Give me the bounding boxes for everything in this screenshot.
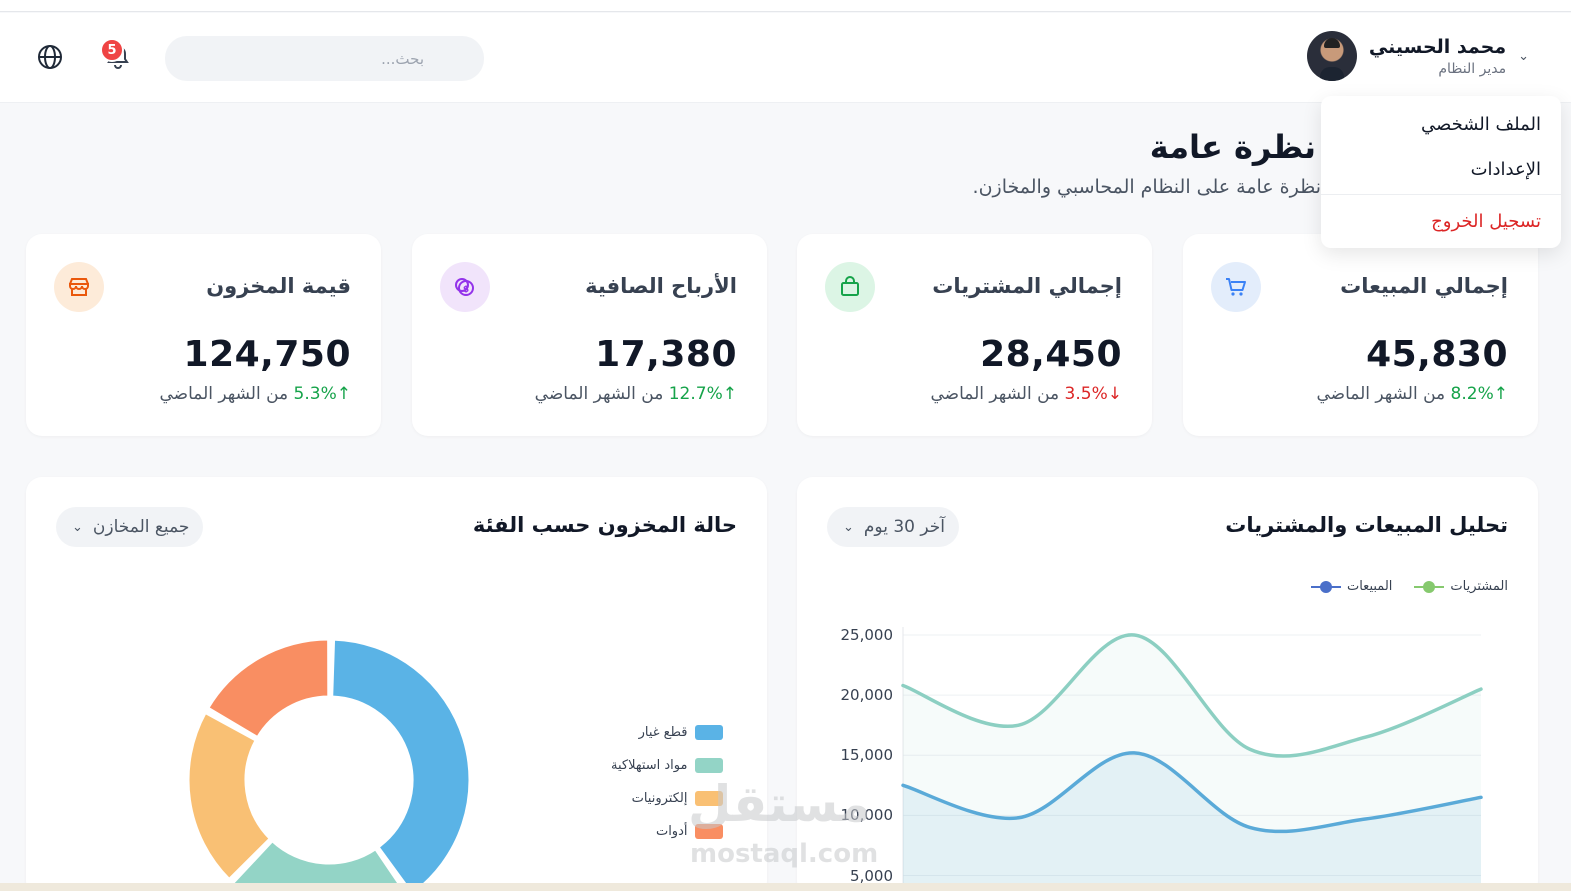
y-tick-label: 5,000 [850, 866, 893, 885]
series-area-purchases [903, 634, 1481, 891]
series-area-sales [903, 752, 1481, 891]
series-line-sales[interactable] [901, 751, 1483, 834]
line-chart-legend: المشتريات المبيعات [1310, 579, 1508, 594]
legend-label: أدوات [655, 824, 688, 839]
chevron-down-icon[interactable]: ⌄ [1518, 48, 1529, 64]
legend-marker [1310, 580, 1341, 593]
period-select-label: آخر 30 يوم [863, 517, 946, 537]
menu-item-settings[interactable]: الإعدادات [1470, 159, 1541, 180]
inventory-status-panel: حالة المخزون حسب الفئة جميع المخازن ⌄ قط… [26, 477, 767, 891]
y-tick-label: 10,000 [840, 806, 894, 825]
stat-trend-suffix: من الشهر الماضي [534, 384, 664, 404]
stat-label: إجمالي المبيعات [1340, 274, 1508, 298]
legend-swatch [695, 725, 724, 740]
stat-value: 124,750 [183, 334, 351, 375]
stat-delta: ↓3.5% من الشهر الماضي [930, 384, 1122, 404]
stat-trend-percent: ↓3.5% [1064, 384, 1122, 404]
globe-icon[interactable] [36, 43, 64, 71]
stat-label: الأرباح الصافية [585, 274, 737, 298]
stat-card-purchases: إجمالي المشتريات 28,450 ↓3.5% من الشهر ا… [797, 234, 1152, 436]
top-header: ⌄ محمد الحسيني مدير النظام 5 [0, 13, 1571, 103]
donut-slice[interactable] [205, 637, 331, 740]
stat-card-profits: الأرباح الصافية 17,380 ↑12.7% من الشهر ا… [412, 234, 767, 436]
legend-swatch [695, 758, 724, 773]
legend-swatch [695, 824, 724, 839]
page-subtitle: نظرة عامة على النظام المحاسبي والمخازن. [972, 176, 1321, 198]
legend-marker [1414, 580, 1445, 593]
stat-trend-percent: ↑5.3% [293, 384, 351, 404]
chevron-down-icon: ⌄ [843, 519, 854, 535]
user-role: مدير النظام [1438, 60, 1507, 77]
stat-value: 45,830 [1366, 334, 1508, 375]
stat-card-inventory: قيمة المخزون 124,750 ↑5.3% من الشهر الما… [26, 234, 381, 436]
donut-legend-item[interactable]: قطع غيار [611, 716, 724, 749]
user-name: محمد الحسيني [1368, 35, 1507, 58]
legend-label: إلكترونيات [631, 791, 688, 806]
y-tick-label: 25,000 [840, 626, 894, 644]
y-tick-label: 15,000 [840, 746, 894, 765]
search-input[interactable] [165, 36, 484, 81]
donut-legend-item[interactable]: مواد استهلاكية [611, 749, 724, 782]
browser-top-strip [0, 0, 1571, 12]
stat-trend-suffix: من الشهر الماضي [1316, 384, 1446, 404]
avatar[interactable] [1306, 31, 1357, 81]
panel-title: حالة المخزون حسب الفئة [472, 513, 737, 537]
donut-slice[interactable] [186, 710, 273, 882]
sales-analysis-panel: تحليل المبيعات والمشتريات آخر 30 يوم ⌄ ا… [797, 477, 1538, 891]
legend-label: المشتريات [1450, 579, 1508, 594]
stat-delta: ↑8.2% من الشهر الماضي [1316, 384, 1508, 404]
warehouse-select[interactable]: جميع المخازن ⌄ [56, 507, 204, 547]
user-info: محمد الحسيني مدير النظام [1369, 36, 1506, 77]
legend-item-purchases[interactable]: المشتريات [1414, 579, 1508, 594]
legend-item-sales[interactable]: المبيعات [1310, 579, 1393, 594]
panel-title: تحليل المبيعات والمشتريات [1225, 513, 1508, 537]
chevron-down-icon: ⌄ [72, 519, 83, 535]
menu-item-logout[interactable]: تسجيل الخروج [1431, 211, 1541, 232]
legend-swatch [695, 791, 724, 806]
cart-icon [1211, 262, 1261, 312]
menu-item-profile[interactable]: الملف الشخصي [1421, 114, 1541, 135]
page-title: نظرة عامة [1149, 128, 1316, 166]
stat-label: قيمة المخزون [206, 274, 351, 298]
user-menu-trigger[interactable]: ⌄ محمد الحسيني مدير النظام [1306, 31, 1539, 81]
shopping-bag-icon [825, 262, 875, 312]
donut-legend-item[interactable]: إلكترونيات [611, 782, 724, 815]
notification-badge: 5 [100, 38, 124, 62]
stat-value: 28,450 [980, 334, 1122, 375]
legend-label: المبيعات [1346, 579, 1393, 594]
legend-label: قطع غيار [638, 725, 688, 740]
stat-delta: ↑12.7% من الشهر الماضي [535, 384, 737, 404]
svg-text:$: $ [463, 285, 469, 295]
donut-slice[interactable] [330, 637, 472, 891]
stat-value: 17,380 [595, 334, 737, 375]
stat-trend-suffix: من الشهر الماضي [159, 384, 289, 404]
period-select[interactable]: آخر 30 يوم ⌄ [827, 507, 960, 547]
user-dropdown-menu: الملف الشخصي الإعدادات تسجيل الخروج [1321, 96, 1561, 248]
stat-trend-percent: ↑12.7% [668, 384, 737, 404]
donut-chart [186, 637, 472, 891]
donut-legend-item[interactable]: أدوات [611, 815, 724, 848]
stat-delta: ↑5.3% من الشهر الماضي [159, 384, 351, 404]
menu-divider [1321, 194, 1561, 195]
series-line-purchases[interactable] [901, 633, 1483, 758]
y-tick-label: 20,000 [840, 686, 894, 705]
stat-trend-suffix: من الشهر الماضي [930, 384, 1060, 404]
stat-label: إجمالي المشتريات [932, 274, 1122, 298]
stat-card-sales: إجمالي المبيعات 45,830 ↑8.2% من الشهر ال… [1183, 234, 1538, 436]
warehouse-select-label: جميع المخازن [92, 517, 190, 537]
stat-trend-percent: ↑8.2% [1450, 384, 1508, 404]
line-chart [901, 627, 1483, 891]
store-icon [54, 262, 104, 312]
bottom-strip [0, 883, 1571, 891]
donut-legend: قطع غيار مواد استهلاكية إلكترونيات أدوات [611, 716, 724, 848]
legend-label: مواد استهلاكية [611, 758, 688, 773]
coins-icon: $ [440, 262, 490, 312]
